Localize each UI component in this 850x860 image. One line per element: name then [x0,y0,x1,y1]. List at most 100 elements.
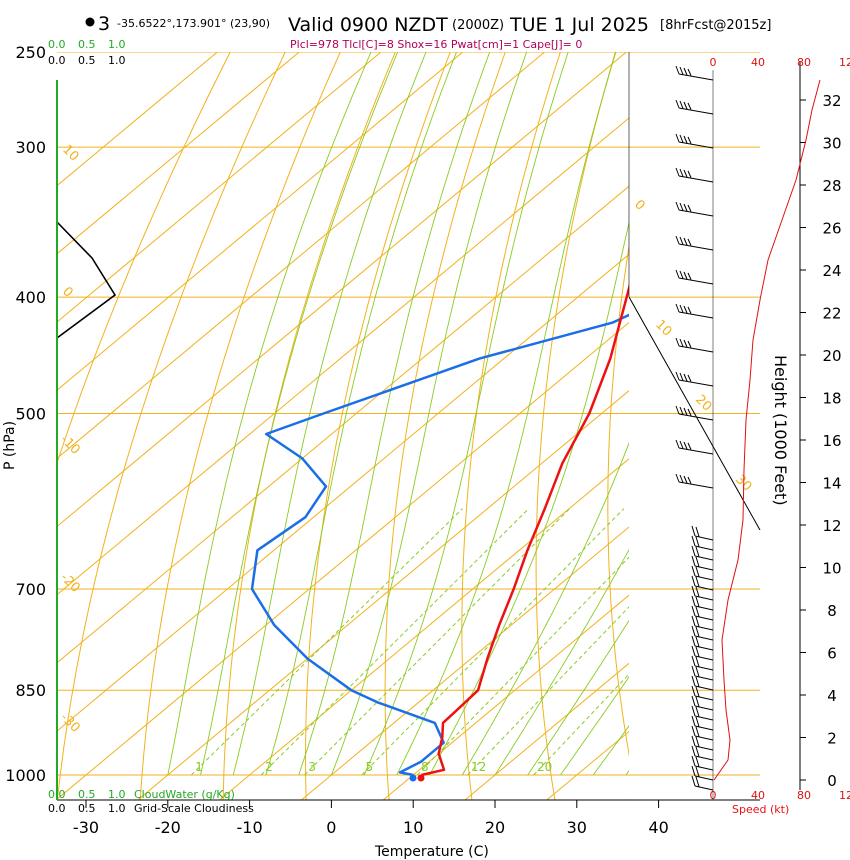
isotherm-line [57,253,629,732]
height-axis-title: Height (1000 Feet) [771,355,790,506]
wind-barb-feather [675,269,680,279]
cloudwater-top-tick: 0.5 [78,38,96,51]
cloudwater-bottom-tick: 0.5 [78,788,96,801]
moist-adiabat [232,52,427,776]
dry-adiabat [677,0,756,800]
wind-barb [675,167,714,183]
wind-barb-shaft [694,715,714,721]
temperature-tick-label: 0 [326,818,336,837]
mixing-ratio-label: 5 [366,760,374,774]
wind-barb-shaft [678,447,714,455]
isotherm-line [57,52,546,459]
sounding-indices: Plcl=978 Tlcl[C]=8 Shox=16 Pwat[cm]=1 Ca… [290,38,582,51]
wind-barb-feather [691,695,696,707]
height-tick-label: 12 [822,517,841,535]
wind-barb-feather [679,440,684,449]
isotherm-line [57,52,219,187]
isotherm-line [57,52,382,323]
mixing-ratio-label: 20 [537,760,552,774]
forecast-date: TUE 1 Jul 2025 [509,14,649,36]
height-tick-label: 8 [827,602,837,620]
temperature-tick-label: 20 [485,818,505,837]
wind-barb-feather [695,526,700,537]
wind-barb-shaft [678,141,714,149]
wind-barb-feather [683,237,688,246]
temperature-line [421,283,629,777]
wind-barb-feather [675,439,680,449]
temperature-tick-label: 40 [648,818,668,837]
wind-barb-shaft [694,615,714,621]
wind-barb-feather [683,67,688,76]
wind-barb-shaft [678,345,714,353]
wind-barb-feather [695,596,700,607]
wind-barb-feather [695,586,700,597]
moist-adiabat [265,52,457,776]
wind-barb-shaft [694,655,714,661]
height-tick-label: 14 [822,475,841,493]
wind-barb [691,645,714,661]
wind-barb-feather [691,665,696,677]
wind-barb-feather [687,374,692,382]
height-tick-label: 28 [822,177,841,195]
wind-barb-feather [691,605,696,617]
wind-barb-feather [691,715,696,727]
height-tick-label: 24 [822,262,841,280]
wind-barb-feather [691,635,696,647]
wind-barb [675,371,714,387]
wind-barb-feather [695,776,700,787]
wind-barb-feather [691,585,696,597]
wind-barb-feather [687,136,692,144]
moist-adiabat [167,52,372,776]
wind-barb-shaft [678,175,714,183]
wind-barb-shaft [694,765,714,771]
wind-barb-feather [691,735,696,747]
wind-barb-feather [695,576,700,587]
cloud-bottom-axis: 0.0 0.5 1.0 CloudWater (g/Kg) 0.0 0.5 1.… [48,788,254,815]
mixing-ratio-label: 3 [308,760,316,774]
wind-barb-feather [691,595,696,607]
wind-barb-shaft [694,545,714,551]
wind-barb-feather [695,726,700,737]
wind-barb-feather [691,765,696,777]
moist-adiabat [429,221,629,776]
wind-barb [691,585,714,601]
wind-barb-feather [675,371,680,381]
wind-barb-feather [691,645,696,657]
temperature-tick-label: 30 [567,818,587,837]
wind-barb [675,303,714,319]
wind-barb-feather [683,271,688,280]
station-marker: 3 [98,13,110,35]
cloud-top-axis: 0.0 0.5 1.0 0.0 0.5 1.0 [48,38,126,67]
wind-barb-feather [675,303,680,313]
wind-barb [691,755,714,771]
wind-barb-feather [687,476,692,484]
isotherm-line [627,799,629,800]
wind-barb [691,765,714,781]
wind-barb-shaft [694,605,714,611]
wind-barb-feather [691,705,696,717]
surface-dewpoint-dot [409,774,417,782]
location-coordinates: -35.6522°,173.901° (23,90) [117,17,270,30]
wind-barb-feather [695,556,700,567]
wind-barb-shaft [694,745,714,751]
wind-barb-shaft [694,565,714,571]
pressure-tick-label: 400 [15,288,46,307]
height-tick-label: 18 [822,390,841,408]
wind-barb-feather [679,474,684,483]
wind-barb-feather [687,238,692,246]
wind-barb-feather [695,696,700,707]
mixing-ratio-line [417,556,629,776]
station-marker-dot [85,17,95,27]
wind-barb-feather [683,441,688,450]
cloudwater-bottom-tick: 0.0 [48,788,66,801]
wind-barb [675,337,714,353]
moist-adiabat [330,52,528,776]
wind-barb-feather [695,706,700,717]
dry-adiabat [305,52,451,800]
mixing-ratio-line [260,508,530,776]
wind-barb [691,565,714,581]
height-tick-label: 6 [827,645,837,663]
wind-barb-feather [691,555,696,567]
wind-barb-feather [675,65,680,75]
wind-barb [691,525,714,541]
